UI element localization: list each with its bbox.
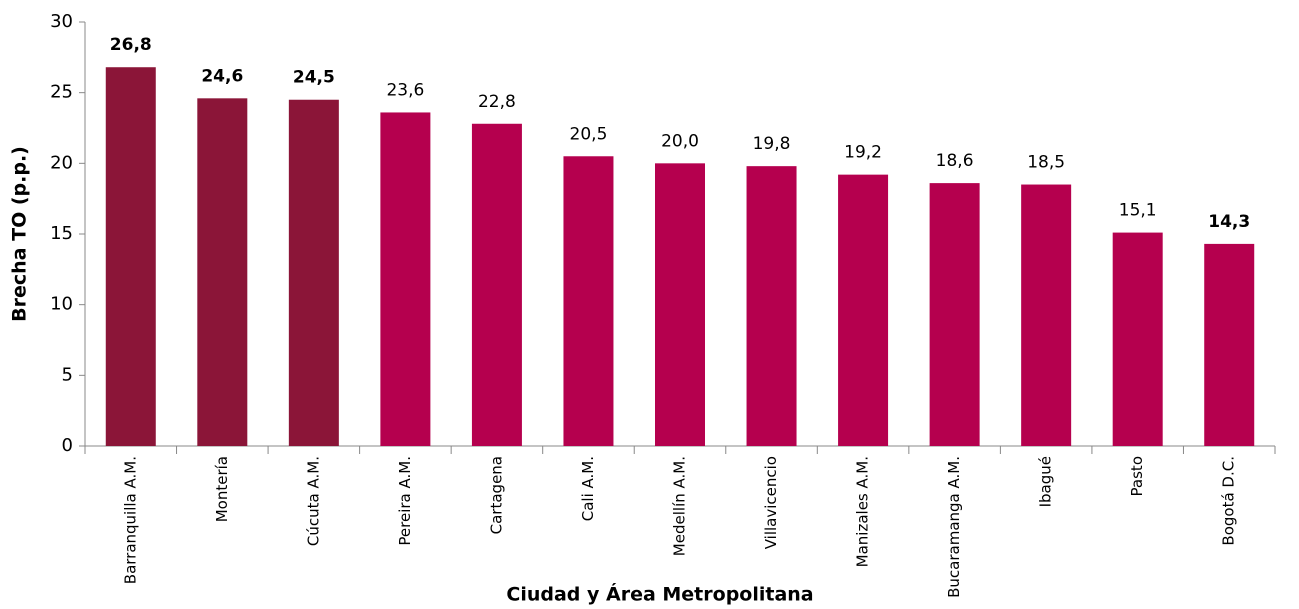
data-label: 19,2 [844,143,882,163]
bar [288,99,339,446]
data-label: 18,6 [936,151,974,171]
data-label: 14,3 [1208,212,1250,232]
y-tick-label: 15 [50,223,73,244]
bar [838,174,889,446]
y-tick-label: 20 [50,152,73,173]
x-tick-label: Montería [213,456,231,522]
bar [380,112,431,446]
x-tick-label: Cartagena [487,456,505,534]
x-tick-label: Pereira A.M. [396,456,414,546]
y-tick-label: 0 [62,435,73,456]
bar [563,156,614,446]
x-tick-label: Bogotá D.C. [1220,456,1238,546]
data-label: 15,1 [1119,201,1157,221]
x-tick-label: Medellín A.M. [671,456,689,556]
data-label: 24,5 [293,68,335,88]
bar [655,163,705,447]
y-tick-label: 25 [50,82,73,103]
data-label: 23,6 [386,80,424,100]
bar [197,98,248,446]
x-tick-label: Ibagué [1037,456,1055,507]
bar [1112,232,1163,446]
bar [1021,184,1072,447]
data-label: 22,8 [478,92,516,112]
x-tick-label: Villavicencio [762,456,780,549]
data-label: 24,6 [201,66,243,86]
bar [929,183,980,446]
data-label: 18,5 [1027,153,1065,173]
y-axis-title: Brecha TO (p.p.) [9,146,31,322]
x-tick-label: Barranquilla A.M. [121,456,139,584]
data-label: 20,0 [661,131,699,151]
y-tick-label: 30 [50,11,73,32]
x-tick-label: Pasto [1128,456,1146,496]
data-label: 20,5 [570,124,608,144]
bar [105,67,156,446]
bar [471,123,522,446]
x-tick-label: Manizales A.M. [854,456,872,567]
x-axis-title: Ciudad y Área Metropolitana [506,583,813,606]
bar [1204,243,1255,446]
x-tick-label: Cali A.M. [579,456,597,521]
y-tick-label: 10 [50,294,73,315]
x-tick-label: Bucaramanga A.M. [945,456,963,598]
x-tick-label: Cúcuta A.M. [304,456,322,546]
data-label: 19,8 [753,134,791,154]
bar [746,166,797,446]
y-tick-label: 5 [62,364,73,385]
data-label: 26,8 [110,35,152,55]
